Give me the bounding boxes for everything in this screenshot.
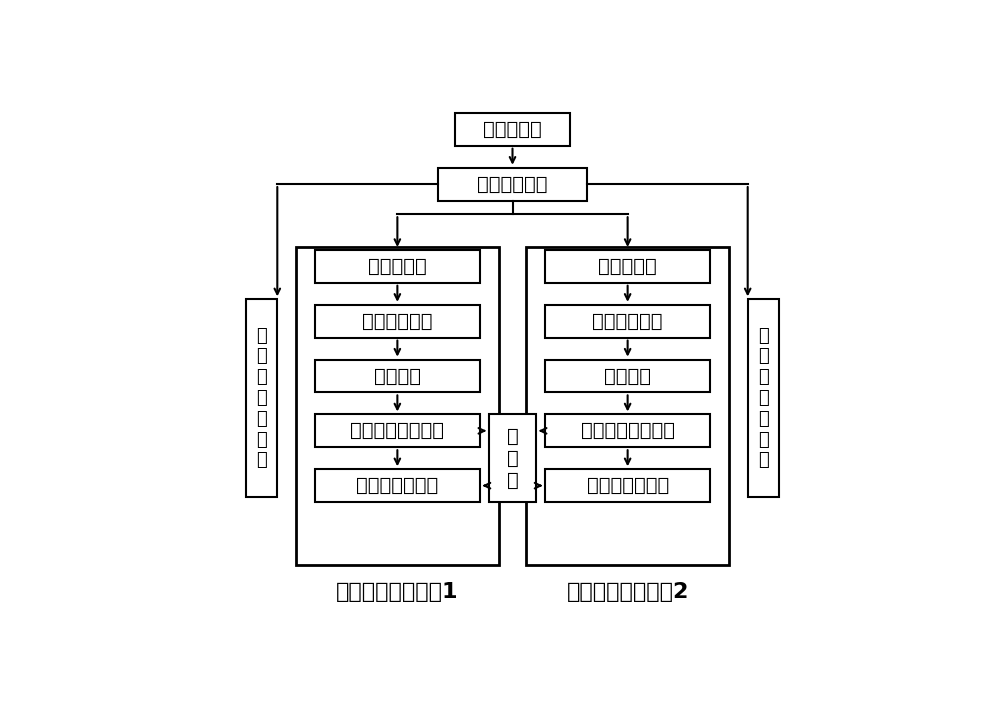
Bar	[315, 360, 480, 392]
Bar	[315, 305, 480, 337]
Bar	[545, 360, 710, 392]
Text: 制氢系统: 制氢系统	[604, 367, 651, 385]
Bar	[545, 250, 710, 283]
Text: 甲
醇
水
加
注
系
统: 甲 醇 水 加 注 系 统	[256, 327, 267, 469]
Text: 电动汽车充电桩: 电动汽车充电桩	[356, 476, 438, 495]
Text: 燃料电池发电系统2: 燃料电池发电系统2	[566, 582, 689, 602]
Bar	[545, 469, 710, 502]
Bar	[489, 414, 536, 502]
Bar	[315, 469, 480, 502]
Text: 电动汽车充电桩: 电动汽车充电桩	[587, 476, 669, 495]
Bar	[315, 250, 480, 283]
Text: 燃料电池发电机组: 燃料电池发电机组	[350, 422, 444, 440]
Text: 甲
醇
水
加
注
系
统: 甲 醇 水 加 注 系 统	[758, 327, 769, 469]
Bar	[455, 112, 570, 146]
Bar	[748, 299, 779, 497]
Text: 子存储装置: 子存储装置	[368, 257, 427, 276]
Bar	[438, 168, 587, 201]
Text: 燃料电池发电机组: 燃料电池发电机组	[581, 422, 675, 440]
Text: 燃料电池发电系统1: 燃料电池发电系统1	[336, 582, 459, 602]
Bar	[526, 247, 729, 565]
Bar	[246, 299, 277, 497]
Bar	[315, 414, 480, 447]
Text: 制氢系统: 制氢系统	[374, 367, 421, 385]
Bar	[545, 414, 710, 447]
Text: 集中供液系统: 集中供液系统	[477, 174, 548, 194]
Text: 蓄
电
池: 蓄 电 池	[507, 426, 518, 490]
Text: 总存储装置: 总存储装置	[483, 120, 542, 139]
Bar	[545, 305, 710, 337]
Bar	[296, 247, 499, 565]
Text: 分路供液系统: 分路供液系统	[362, 312, 433, 330]
Text: 分路供液系统: 分路供液系统	[592, 312, 663, 330]
Text: 子存储装置: 子存储装置	[598, 257, 657, 276]
